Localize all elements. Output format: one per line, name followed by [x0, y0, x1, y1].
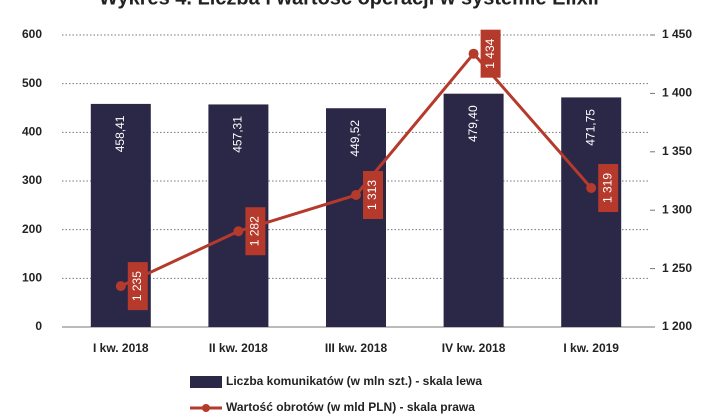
bar-value-label: 458,41: [113, 115, 127, 152]
chart-title: Wykres 4. Liczba i wartość operacji w sy…: [99, 0, 601, 9]
line-value-box: [480, 29, 501, 78]
y2-tick-label: 1 250: [662, 261, 692, 275]
bar-value-label: 449,52: [348, 120, 362, 157]
line-value-box: [598, 164, 619, 213]
y-tick-label: 100: [22, 271, 42, 285]
y-tick-label: 0: [35, 319, 42, 333]
y2-tick-label: 1 350: [662, 144, 692, 158]
y2-tick-label: 1 300: [662, 202, 692, 216]
y-tick-label: 400: [22, 125, 42, 139]
line-value-box: [127, 262, 148, 311]
legend-label: Wartość obrotów (w mld PLN) - skala praw…: [226, 400, 475, 414]
legend-swatch: [202, 404, 210, 412]
line-point: [351, 190, 361, 201]
y2-tick-label: 1 400: [662, 86, 692, 100]
line-value-label: 1 313: [365, 180, 379, 210]
line-value-label: 1 434: [483, 38, 497, 68]
line-point: [233, 226, 244, 237]
line-value-box: [363, 171, 383, 220]
bar: [561, 97, 622, 327]
x-tick-label: I kw. 2018: [93, 341, 149, 355]
line-value-box: [245, 207, 266, 256]
legend-swatch: [190, 376, 222, 388]
legend-label: Liczba komunikatów (w mln szt.) - skala …: [226, 374, 482, 388]
x-tick-label: IV kw. 2018: [442, 341, 506, 355]
x-tick-label: III kw. 2018: [325, 341, 388, 355]
line-value-label: 1 282: [248, 216, 262, 246]
line-value-label: 1 235: [130, 271, 144, 301]
y2-tick-label: 1 200: [662, 319, 692, 333]
x-tick-label: II kw. 2018: [209, 341, 268, 355]
line-point: [586, 183, 597, 194]
line-point: [115, 281, 126, 292]
y2-tick-label: 1 450: [662, 27, 692, 41]
bar-value-label: 457,31: [231, 116, 245, 153]
bar: [443, 93, 504, 327]
y-tick-label: 500: [22, 76, 42, 90]
bar-value-label: 471,75: [583, 109, 597, 146]
x-tick-label: I kw. 2019: [563, 341, 619, 355]
y-tick-label: 200: [22, 222, 42, 236]
line-value-label: 1 319: [600, 173, 614, 203]
y-tick-label: 300: [22, 173, 42, 187]
line-point: [468, 48, 479, 59]
y-tick-label: 600: [22, 27, 42, 41]
bar-value-label: 479,40: [466, 105, 480, 142]
